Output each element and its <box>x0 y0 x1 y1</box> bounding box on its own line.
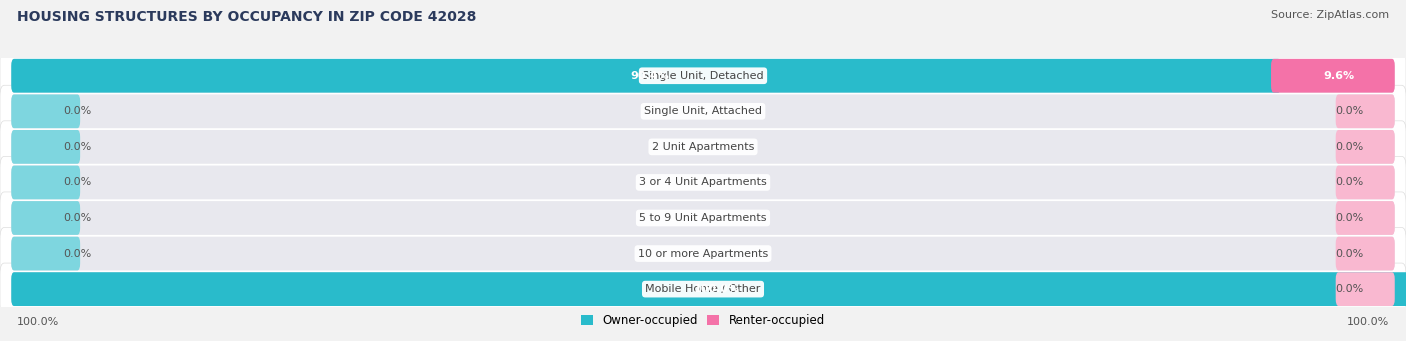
FancyBboxPatch shape <box>11 59 1395 93</box>
Text: 0.0%: 0.0% <box>63 142 91 152</box>
FancyBboxPatch shape <box>1336 272 1395 306</box>
Text: 0.0%: 0.0% <box>1336 284 1364 294</box>
FancyBboxPatch shape <box>11 94 1395 128</box>
Text: 90.4%: 90.4% <box>630 71 669 81</box>
Text: 0.0%: 0.0% <box>1336 249 1364 258</box>
FancyBboxPatch shape <box>11 165 80 199</box>
FancyBboxPatch shape <box>0 227 1406 280</box>
Text: 0.0%: 0.0% <box>1336 106 1364 116</box>
Text: 2 Unit Apartments: 2 Unit Apartments <box>652 142 754 152</box>
FancyBboxPatch shape <box>11 165 1395 199</box>
FancyBboxPatch shape <box>11 201 80 235</box>
FancyBboxPatch shape <box>0 263 1406 315</box>
Text: HOUSING STRUCTURES BY OCCUPANCY IN ZIP CODE 42028: HOUSING STRUCTURES BY OCCUPANCY IN ZIP C… <box>17 10 477 24</box>
FancyBboxPatch shape <box>0 50 1406 102</box>
Text: 3 or 4 Unit Apartments: 3 or 4 Unit Apartments <box>640 177 766 188</box>
Text: 10 or more Apartments: 10 or more Apartments <box>638 249 768 258</box>
Text: 5 to 9 Unit Apartments: 5 to 9 Unit Apartments <box>640 213 766 223</box>
Text: 100.0%: 100.0% <box>1347 317 1389 327</box>
FancyBboxPatch shape <box>11 201 1395 235</box>
FancyBboxPatch shape <box>1336 165 1395 199</box>
Text: 0.0%: 0.0% <box>1336 177 1364 188</box>
FancyBboxPatch shape <box>1336 130 1395 164</box>
Text: Single Unit, Attached: Single Unit, Attached <box>644 106 762 116</box>
FancyBboxPatch shape <box>1271 59 1395 93</box>
FancyBboxPatch shape <box>11 272 1406 306</box>
FancyBboxPatch shape <box>11 130 80 164</box>
FancyBboxPatch shape <box>0 157 1406 208</box>
Text: 0.0%: 0.0% <box>63 177 91 188</box>
Text: 100.0%: 100.0% <box>695 284 740 294</box>
Text: 0.0%: 0.0% <box>63 249 91 258</box>
Legend: Owner-occupied, Renter-occupied: Owner-occupied, Renter-occupied <box>576 309 830 332</box>
Text: Source: ZipAtlas.com: Source: ZipAtlas.com <box>1271 10 1389 20</box>
Text: Single Unit, Detached: Single Unit, Detached <box>643 71 763 81</box>
FancyBboxPatch shape <box>0 192 1406 244</box>
Text: 9.6%: 9.6% <box>1323 71 1354 81</box>
FancyBboxPatch shape <box>1336 201 1395 235</box>
FancyBboxPatch shape <box>0 121 1406 173</box>
Text: 100.0%: 100.0% <box>17 317 59 327</box>
FancyBboxPatch shape <box>11 59 1281 93</box>
FancyBboxPatch shape <box>11 130 1395 164</box>
FancyBboxPatch shape <box>1336 94 1395 128</box>
Text: 0.0%: 0.0% <box>63 213 91 223</box>
Text: Mobile Home / Other: Mobile Home / Other <box>645 284 761 294</box>
FancyBboxPatch shape <box>11 94 80 128</box>
Text: 0.0%: 0.0% <box>63 106 91 116</box>
Text: 0.0%: 0.0% <box>1336 213 1364 223</box>
Text: 0.0%: 0.0% <box>1336 142 1364 152</box>
FancyBboxPatch shape <box>11 237 80 270</box>
FancyBboxPatch shape <box>1336 237 1395 270</box>
FancyBboxPatch shape <box>0 85 1406 137</box>
FancyBboxPatch shape <box>11 237 1395 270</box>
FancyBboxPatch shape <box>11 272 1395 306</box>
